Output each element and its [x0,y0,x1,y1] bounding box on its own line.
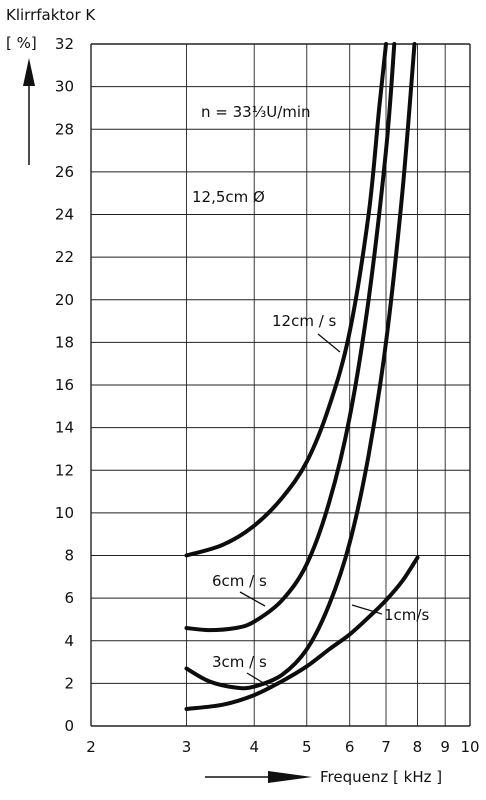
diameter-annotation: 12,5cm Ø [192,188,265,206]
y-tick-label: 22 [55,248,74,266]
x-tick-label: 8 [413,738,423,756]
y-tick-label: 32 [55,35,74,53]
x-tick-label: 10 [460,738,479,756]
x-tick-label: 5 [302,738,312,756]
y-tick-label: 30 [55,78,74,96]
y-tick-label: 26 [55,163,74,181]
x-tick-label: 7 [381,738,391,756]
y-tick-label: 6 [64,589,74,607]
leader-line-3cm [246,672,271,688]
y-tick-label: 16 [55,376,74,394]
curves [184,42,420,711]
leader-line-12cm [317,333,341,353]
curve-3cm-s [184,42,417,691]
y-tick-label: 10 [55,504,74,522]
y-tick-label: 4 [64,632,74,650]
series-label-1cm: 1cm/s [384,606,429,624]
x-tick-label: 4 [249,738,259,756]
y-tick-label: 8 [64,547,74,565]
curve-1cm-s [184,555,420,711]
x-tick-labels: 2 3 4 5 6 7 8 9 10 [86,738,479,756]
x-tick-label: 2 [86,738,96,756]
series-label-6cm: 6cm / s [212,572,267,590]
y-tick-label: 0 [64,717,74,735]
y-axis-unit: [ %] [6,34,37,52]
y-tick-label: 24 [55,206,74,224]
series-label-3cm: 3cm / s [212,653,267,671]
y-tick-label: 14 [55,419,74,437]
speed-annotation: n = 33⅓U/min [201,103,311,121]
leader-line-6cm [239,591,266,607]
leader-line-1cm [351,604,383,615]
curve-12cm-s [184,42,388,558]
y-tick-label: 2 [64,674,74,692]
curve-6cm-s [184,42,397,633]
x-tick-label: 3 [182,738,192,756]
x-axis-arrow-icon [205,771,312,783]
grid [90,43,471,727]
x-axis-title: Frequenz [ kHz ] [320,768,442,786]
y-tick-label: 28 [55,120,74,138]
y-axis-title: Klirrfaktor K [6,6,96,24]
y-axis-arrow-icon [23,58,35,165]
y-tick-label: 12 [55,461,74,479]
x-tick-label: 9 [440,738,450,756]
series-label-12cm: 12cm / s [272,312,337,330]
y-tick-label: 18 [55,333,74,351]
x-tick-label: 6 [345,738,355,756]
y-tick-label: 20 [55,291,74,309]
